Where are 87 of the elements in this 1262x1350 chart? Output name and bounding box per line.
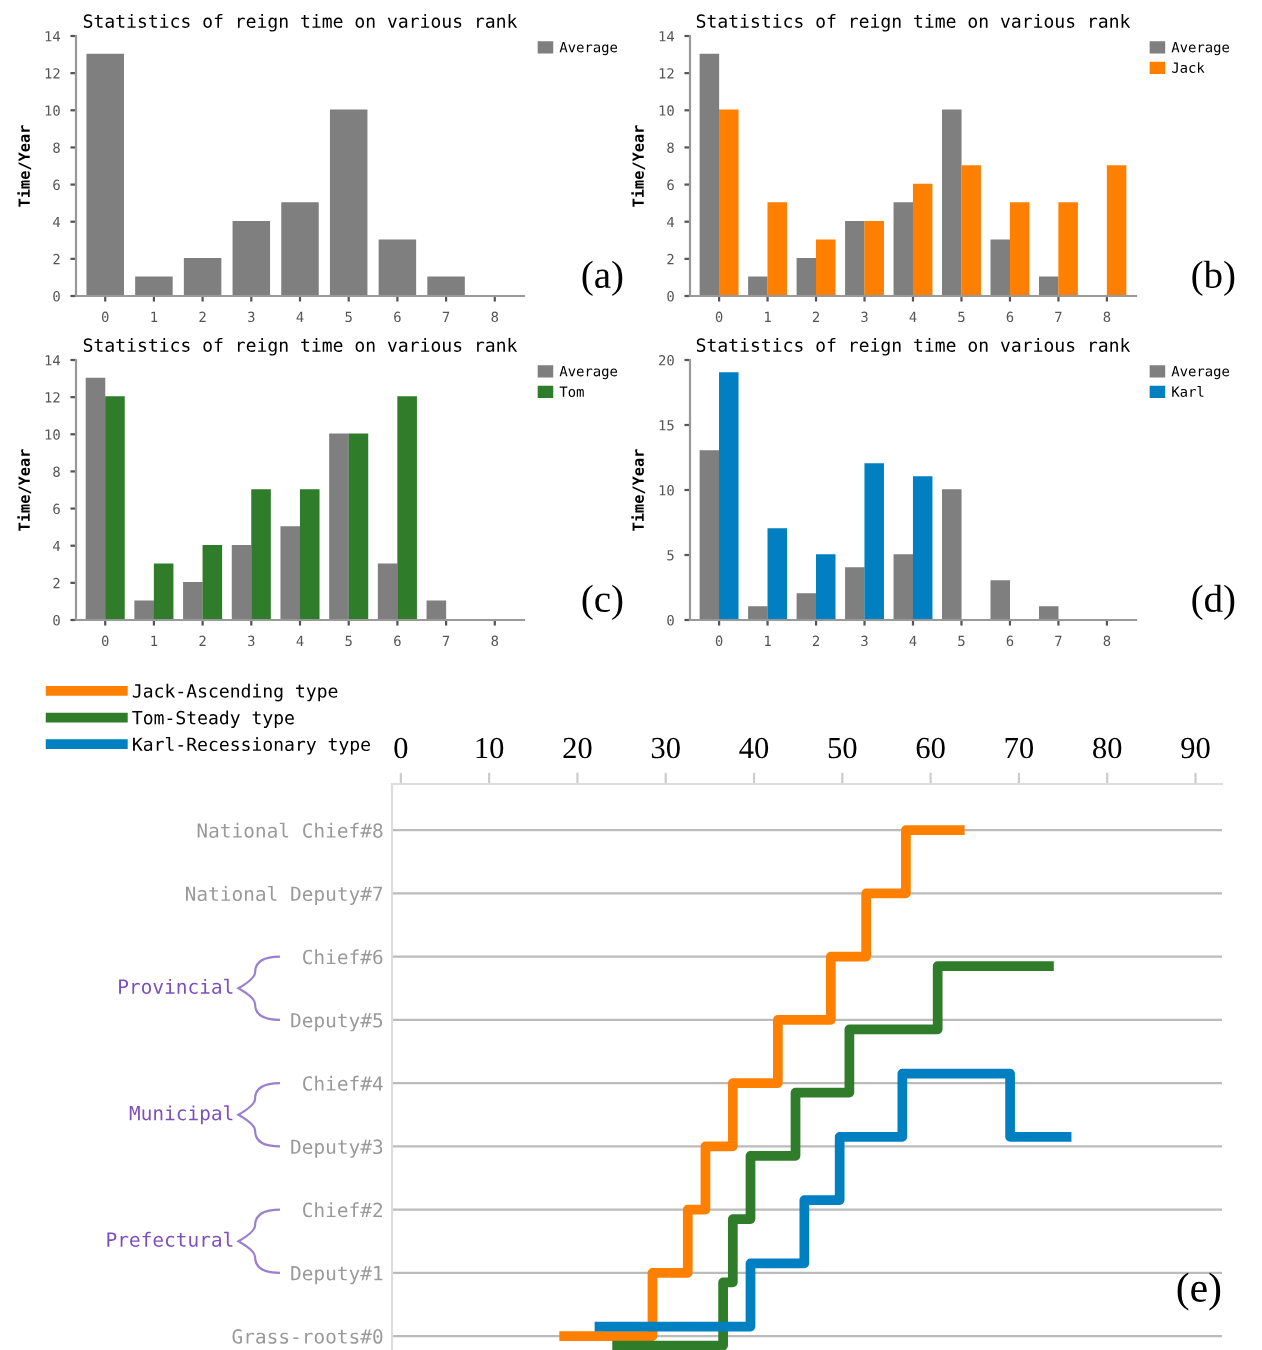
bar [85,377,106,620]
bar [893,202,914,296]
bar [815,239,836,296]
x-tick-label: 50 [828,737,857,759]
x-tick-label: 60 [916,737,945,759]
bar [1009,202,1030,296]
bar [961,165,981,296]
bar [251,489,271,620]
bar [990,580,1011,620]
chart-title: Statistics of reign time on various rank [696,337,1131,356]
y-tick-label: Grass-roots#0 [232,1329,383,1344]
x-tick-label: 40 [739,737,769,759]
y-tick-label: Deputy#1 [291,1266,383,1285]
bar [183,582,203,620]
y-tick-label: Chief#2 [303,1202,383,1218]
text: Provincial [119,978,233,994]
bar [377,563,398,620]
chart-title: Statistics of reign time on various rank [83,13,518,32]
bar [796,593,817,620]
bar [912,476,933,620]
text: (b) [1192,260,1235,296]
bar [153,563,174,620]
bar [397,396,417,620]
bar [1058,202,1078,296]
bar [719,109,739,296]
bar [796,258,817,296]
bar [86,53,124,296]
bar [231,544,252,620]
bar [767,202,788,296]
y-tick-label: Chief#6 [303,949,383,965]
bar [202,544,223,620]
legend-label: Tom-Steady type [132,710,294,728]
x-tick-label: 10 [476,737,504,759]
x-tick-label: 80 [1093,737,1122,759]
bar [329,109,368,296]
x-tick-label: 20 [563,737,592,759]
bar [699,53,720,296]
bar [912,183,933,296]
bar [719,372,739,620]
bar [378,239,417,296]
bar [893,554,914,620]
bar [990,239,1011,296]
x-tick-label: 0 [394,737,408,759]
bar [134,600,154,620]
bar [329,433,349,620]
bar [183,258,222,296]
text: Prefectural [107,1231,233,1247]
bar [280,526,301,620]
text: Municipal [129,1105,233,1125]
y-tick-label: National Chief#8 [197,822,383,838]
bar [1038,276,1059,296]
legend-label: Jack-Ascending type [132,683,338,702]
legend-label: Karl-Recessionary type [133,737,370,755]
bar [864,463,884,620]
bar [1038,606,1059,620]
bar [748,276,768,296]
bar [942,109,962,296]
chart-title: Statistics of reign time on various rank [696,13,1131,32]
bar [426,600,447,620]
x-tick-label: 90 [1181,737,1210,759]
text: (c) [582,584,623,620]
bar [767,528,788,620]
bar [105,396,125,620]
bar [135,276,173,296]
bar [1106,165,1127,296]
bar [699,450,720,620]
bar [815,554,836,620]
x-tick-label: 30 [651,737,680,759]
bar [845,567,865,620]
bar [942,489,962,620]
chart-title: Statistics of reign time on various rank [83,337,518,356]
y-tick-label: Deputy#3 [291,1139,383,1158]
text: (a) [582,260,623,296]
y-tick-label: Chief#4 [303,1075,383,1091]
bar [864,220,884,296]
bar [748,606,768,620]
bar [348,433,369,620]
x-tick-label: 70 [1005,737,1034,759]
bar [427,276,465,296]
bar [845,220,865,296]
y-tick-label: Deputy#5 [291,1013,383,1032]
bar [232,220,271,296]
bar [281,202,319,296]
text: (d) [1192,584,1235,620]
y-tick-label: National Deputy#7 [185,885,383,905]
bar [299,489,320,620]
annotation: (e) [1177,1272,1221,1311]
